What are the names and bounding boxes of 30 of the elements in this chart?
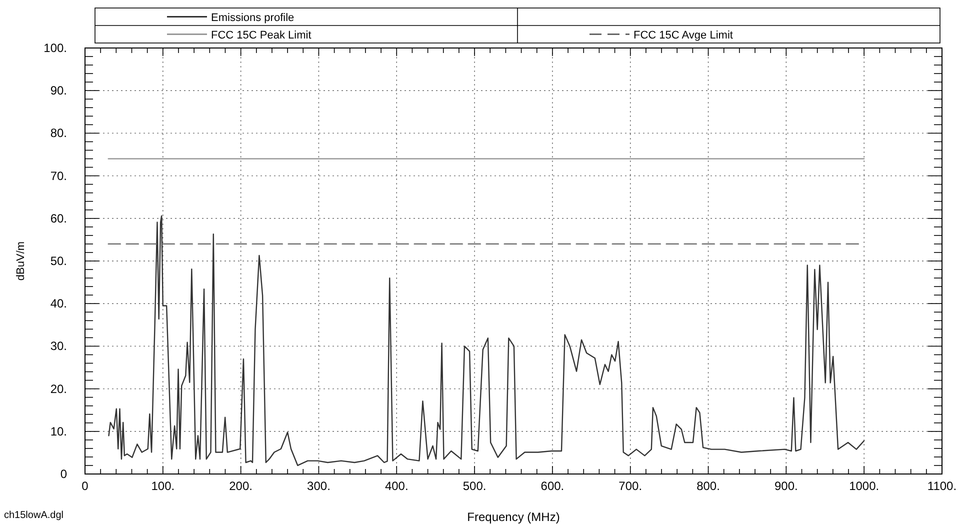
y-tick-label: 100. [44, 41, 67, 55]
y-tick-label: 0 [60, 467, 68, 481]
x-tick-label: 0 [82, 479, 89, 493]
x-tick-label: 900. [774, 479, 798, 493]
legend-label: FCC 15C Avge Limit [634, 29, 733, 42]
x-tick-label: 100. [151, 479, 175, 493]
y-tick-label: 30. [50, 339, 67, 354]
legend-label: Emissions profile [211, 12, 294, 24]
x-tick-label: 1000. [849, 479, 880, 493]
y-tick-label: 90. [50, 84, 67, 98]
line-series [108, 215, 865, 466]
y-tick-label: 70. [50, 168, 67, 183]
x-axis-title: Frequency (MHz) [467, 510, 560, 524]
x-tick-label: 300. [307, 479, 330, 493]
y-tick-label: 50. [50, 254, 67, 268]
x-tick-label: 1100. [927, 479, 957, 493]
y-tick-label: 10. [50, 424, 67, 438]
x-tick-label: 600. [540, 479, 564, 493]
legend-label: FCC 15C Peak Limit [211, 29, 312, 42]
x-tick-label: 500. [462, 479, 486, 493]
y-tick-label: 80. [50, 126, 67, 140]
text: ch15lowA.dgl [4, 510, 64, 521]
y-axis-title: dBuV/m [15, 241, 27, 281]
y-tick-label: 40. [50, 296, 67, 311]
x-tick-label: 800. [696, 479, 720, 493]
x-tick-label: 700. [618, 479, 642, 493]
y-tick-label: 60. [50, 211, 67, 226]
y-tick-label: 20. [50, 382, 67, 396]
x-tick-label: 400. [384, 479, 408, 493]
x-tick-label: 200. [229, 479, 252, 493]
